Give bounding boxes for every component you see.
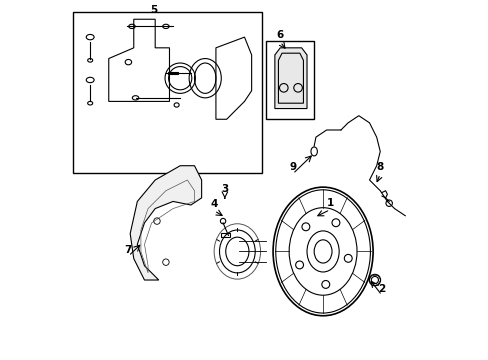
Bar <box>167 72 178 74</box>
Bar <box>73 12 262 173</box>
Text: 8: 8 <box>376 162 383 172</box>
Text: 9: 9 <box>288 162 296 172</box>
Text: 4: 4 <box>210 199 217 209</box>
Polygon shape <box>274 48 306 109</box>
Bar <box>221 233 230 237</box>
Text: 5: 5 <box>149 5 157 15</box>
Bar <box>265 41 313 119</box>
Text: 7: 7 <box>124 245 132 255</box>
Text: 2: 2 <box>378 284 385 294</box>
Text: 3: 3 <box>221 184 228 194</box>
Text: 1: 1 <box>326 198 333 208</box>
Text: 6: 6 <box>276 30 283 40</box>
Polygon shape <box>130 166 201 280</box>
